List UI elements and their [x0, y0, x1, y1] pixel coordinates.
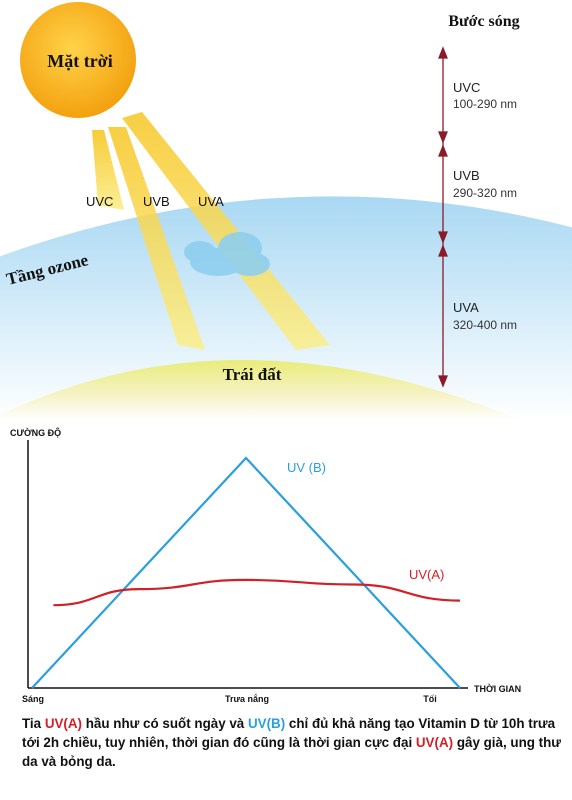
band-name-uva: UVA: [453, 300, 479, 315]
caption-text: Tia: [22, 716, 45, 731]
caption: Tia UV(A) hầu như có suốt ngày và UV(B) …: [22, 714, 562, 771]
band-name-uvc: UVC: [453, 80, 480, 95]
wavelength-scale: [438, 46, 448, 388]
x-tick-label: Tối: [423, 694, 437, 704]
earth-label: Trái đất: [223, 365, 282, 384]
ray-label-uva: UVA: [198, 194, 224, 209]
caption-text: gây già, ung thư da và bỏng da.: [22, 735, 561, 769]
y-axis-label: CƯỜNG ĐỘ: [10, 427, 61, 438]
uv-diagram: Mặt trời UVC UVB UVA Tầng ozone Trái đất…: [0, 2, 572, 420]
ray-label-uvb: UVB: [143, 194, 170, 209]
caption-uva: UV(A): [44, 716, 83, 731]
band-range-uva: 320-400 nm: [453, 318, 517, 332]
ray-label-uvc: UVC: [86, 194, 113, 209]
band-range-uvc: 100-290 nm: [453, 97, 517, 111]
ray-uvb: [108, 127, 205, 350]
caption-text: hầu như có suốt ngày và: [82, 716, 248, 731]
series-line-uvb: [31, 456, 461, 689]
sun-label: Mặt trời: [47, 51, 112, 71]
ray-uva: [122, 112, 330, 350]
caption-uva: UV(A): [415, 735, 454, 750]
series-label-uva: UV(A): [409, 567, 444, 582]
sun-icon: [20, 2, 136, 118]
caption-uvb: UV(B): [247, 716, 286, 731]
earth: [0, 360, 520, 420]
uv-intensity-chart: CƯỜNG ĐỘ THỜI GIAN Sáng Trưa nắng Tối UV…: [10, 427, 521, 704]
band-range-uvb: 290-320 nm: [453, 186, 517, 200]
series-label-uvb: UV (B): [287, 460, 326, 475]
caption-text: chỉ đủ khả năng tạo Vitamin D từ 10h trư…: [22, 716, 556, 750]
cloud-icon: [184, 232, 270, 276]
series-line-uva: [53, 578, 461, 607]
ray-uvc: [92, 130, 124, 210]
wavelength-title: Bước sóng: [448, 13, 519, 30]
band-name-uvb: UVB: [453, 168, 480, 183]
x-tick-label: Sáng: [22, 694, 44, 704]
x-tick-label: Trưa nắng: [225, 693, 269, 704]
x-axis-label: THỜI GIAN: [474, 683, 521, 694]
